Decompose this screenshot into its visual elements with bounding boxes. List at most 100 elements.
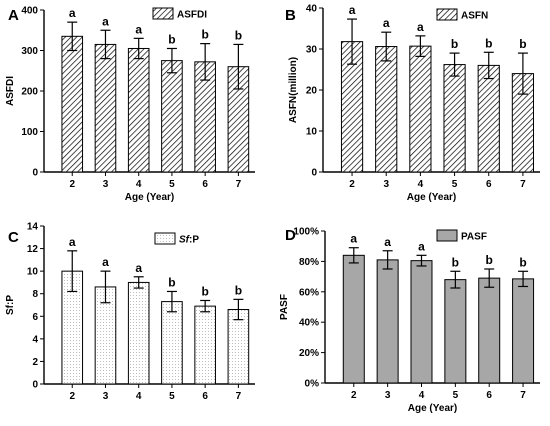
y-tick-label-c: 8: [32, 289, 38, 300]
significance-letter-a: a: [135, 22, 142, 36]
bar-d-4: [410, 260, 433, 384]
y-tick-label-b: 40: [306, 4, 318, 15]
panel-label-c: C: [8, 229, 19, 246]
x-tick-label-b: 7: [520, 179, 526, 190]
significance-letter-b: b: [519, 37, 526, 51]
x-tick-label-a: 4: [136, 179, 142, 190]
significance-letter-a: b: [168, 32, 175, 46]
y-tick-label-b: 20: [306, 86, 318, 97]
significance-letter-c: b: [201, 284, 208, 298]
bar-a-5: [161, 60, 183, 173]
significance-letter-a: a: [69, 6, 76, 20]
y-tick-label-c: 4: [32, 334, 38, 345]
panel-label-d: D: [285, 227, 296, 244]
significance-letter-c: b: [168, 275, 175, 289]
y-tick-label-d: 60%: [299, 287, 319, 298]
bar-c-6: [194, 305, 216, 385]
significance-letter-d: b: [452, 255, 459, 269]
y-tick-label-c: 14: [27, 222, 39, 233]
x-tick-label-b: 2: [349, 179, 355, 190]
bar-a-4: [127, 47, 150, 173]
bar-c-5: [161, 301, 183, 385]
bar-a-3: [94, 43, 117, 173]
x-axis-label-d: Age (Year): [408, 403, 457, 414]
x-tick-label-d: 5: [453, 390, 459, 401]
significance-letter-d: a: [350, 232, 357, 246]
bar-b-4: [409, 45, 432, 173]
significance-letter-d: b: [519, 255, 526, 269]
significance-letter-a: a: [102, 14, 109, 28]
x-tick-label-d: 4: [419, 390, 425, 401]
significance-letter-c: a: [135, 261, 142, 275]
x-axis-label-b: Age (Year): [407, 192, 456, 203]
legend-label-b: ASFN: [461, 11, 488, 22]
y-axis-label-a: ASFDI: [5, 76, 16, 106]
x-tick-label-b: 4: [418, 179, 424, 190]
bar-d-6: [478, 277, 501, 384]
y-axis-label-b: ASFN(million): [288, 57, 299, 123]
bar-c-7: [227, 309, 250, 385]
bar-b-5: [443, 64, 466, 173]
significance-letter-d: b: [486, 253, 493, 267]
bar-c-4: [127, 281, 150, 385]
significance-letter-a: b: [201, 28, 208, 42]
y-axis-label-c: Sf:P: [5, 295, 16, 315]
y-tick-label-c: 0: [32, 380, 38, 391]
x-tick-label-a: 3: [103, 179, 109, 190]
legend-swatch-a: [152, 7, 174, 20]
y-tick-label-a: 100: [21, 127, 38, 138]
y-tick-label-d: 80%: [299, 257, 319, 268]
significance-letter-c: a: [102, 255, 109, 269]
panel-label-a: A: [8, 7, 19, 24]
y-tick-label-c: 10: [27, 267, 39, 278]
significance-letter-c: b: [235, 283, 242, 297]
legend-label-italic-part: Sf: [179, 235, 191, 246]
bar-b-3: [375, 46, 398, 173]
legend-label-suffix: :P: [189, 235, 199, 246]
x-tick-label-c: 3: [103, 391, 109, 402]
y-tick-label-d: 100%: [293, 227, 319, 238]
significance-letter-b: a: [417, 20, 424, 34]
panel-label-b: B: [285, 7, 296, 24]
x-tick-label-c: 4: [136, 391, 142, 402]
legend-label-c: Sf:P: [179, 235, 199, 246]
significance-letter-d: a: [384, 235, 391, 249]
significance-letter-c: a: [69, 235, 76, 249]
legend-label-d: PASF: [461, 232, 487, 243]
y-tick-label-b: 10: [306, 127, 318, 138]
x-tick-label-d: 6: [486, 390, 492, 401]
bar-d-5: [444, 279, 467, 384]
y-tick-label-c: 12: [27, 244, 39, 255]
x-tick-label-c: 2: [69, 391, 75, 402]
x-tick-label-b: 5: [452, 179, 458, 190]
x-tick-label-d: 3: [385, 390, 391, 401]
y-tick-label-d: 40%: [299, 318, 319, 329]
significance-letter-d: a: [418, 239, 425, 253]
x-tick-label-c: 5: [169, 391, 175, 402]
significance-letter-b: b: [485, 36, 492, 50]
x-tick-label-a: 6: [202, 179, 208, 190]
y-tick-label-a: 0: [32, 168, 38, 179]
legend-swatch-b: [436, 8, 458, 21]
y-tick-label-d: 0%: [305, 379, 320, 390]
y-tick-label-a: 300: [21, 46, 38, 57]
x-tick-label-a: 5: [169, 179, 175, 190]
significance-letter-b: a: [349, 3, 356, 17]
y-tick-label-b: 0: [311, 168, 317, 179]
x-tick-label-c: 7: [236, 391, 242, 402]
x-tick-label-d: 7: [520, 390, 526, 401]
significance-letter-a: b: [235, 28, 242, 42]
significance-letter-b: a: [383, 16, 390, 30]
legend-label-a: ASFDI: [177, 10, 207, 21]
bar-d-7: [512, 278, 535, 384]
x-tick-label-c: 6: [202, 391, 208, 402]
y-tick-label-a: 200: [21, 87, 38, 98]
x-tick-label-a: 2: [69, 179, 75, 190]
y-tick-label-d: 20%: [299, 348, 319, 359]
bar-d-2: [342, 254, 365, 384]
bar-d-3: [376, 259, 399, 384]
legend-swatch-c: [154, 232, 176, 245]
significance-letter-b: b: [451, 37, 458, 51]
x-tick-label-b: 3: [383, 179, 389, 190]
